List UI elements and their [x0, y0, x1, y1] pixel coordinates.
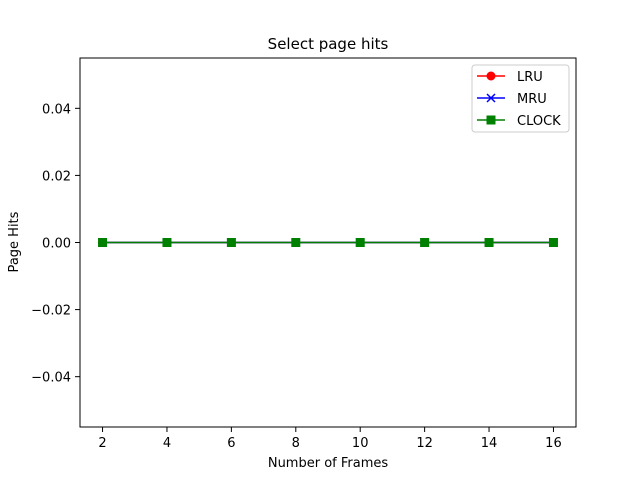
- x-tick-label: 4: [163, 436, 171, 451]
- series-point-clock: [162, 238, 172, 247]
- legend-marker-lru: [486, 71, 496, 81]
- y-tick-label: −0.04: [31, 371, 71, 386]
- x-tick-label: 8: [292, 436, 300, 451]
- x-tick-label: 16: [545, 436, 562, 451]
- y-axis-label: Page Hits: [7, 211, 22, 272]
- chart-title: Select page hits: [268, 35, 389, 53]
- series-point-clock: [420, 238, 430, 247]
- legend-box: [471, 64, 570, 133]
- x-axis-ticks: 2 4 6 8 10 12 14 16: [98, 427, 562, 451]
- legend-label-lru: LRU: [517, 70, 543, 85]
- y-axis-ticks: −0.04 −0.02 0.00 0.02 0.04: [31, 102, 80, 386]
- series-point-clock: [484, 238, 494, 247]
- x-tick-label: 14: [481, 436, 498, 451]
- legend-marker-mru: [486, 93, 496, 103]
- legend-marker-clock: [486, 115, 496, 125]
- x-tick-label: 10: [352, 436, 369, 451]
- x-tick-label: 2: [98, 436, 106, 451]
- y-tick-label: 0.04: [42, 102, 71, 117]
- legend-label-mru: MRU: [517, 92, 547, 107]
- x-axis-label: Number of Frames: [268, 456, 389, 471]
- series-point-clock: [98, 238, 108, 247]
- legend-label-clock: CLOCK: [517, 114, 561, 129]
- y-tick-label: −0.02: [31, 304, 71, 319]
- y-tick-label: 0.00: [42, 237, 71, 252]
- legend: LRU MRU CLOCK: [471, 64, 570, 133]
- series-point-clock: [226, 238, 236, 247]
- series-point-clock: [291, 238, 301, 247]
- x-tick-label: 12: [416, 436, 433, 451]
- plot-frame: [79, 57, 577, 428]
- series-point-clock: [548, 238, 558, 247]
- series-layer: [98, 237, 558, 248]
- y-tick-label: 0.02: [42, 169, 71, 184]
- series-point-clock: [355, 238, 365, 247]
- x-tick-label: 6: [227, 436, 235, 451]
- legend-marker-mru-stroke-b: [486, 93, 496, 103]
